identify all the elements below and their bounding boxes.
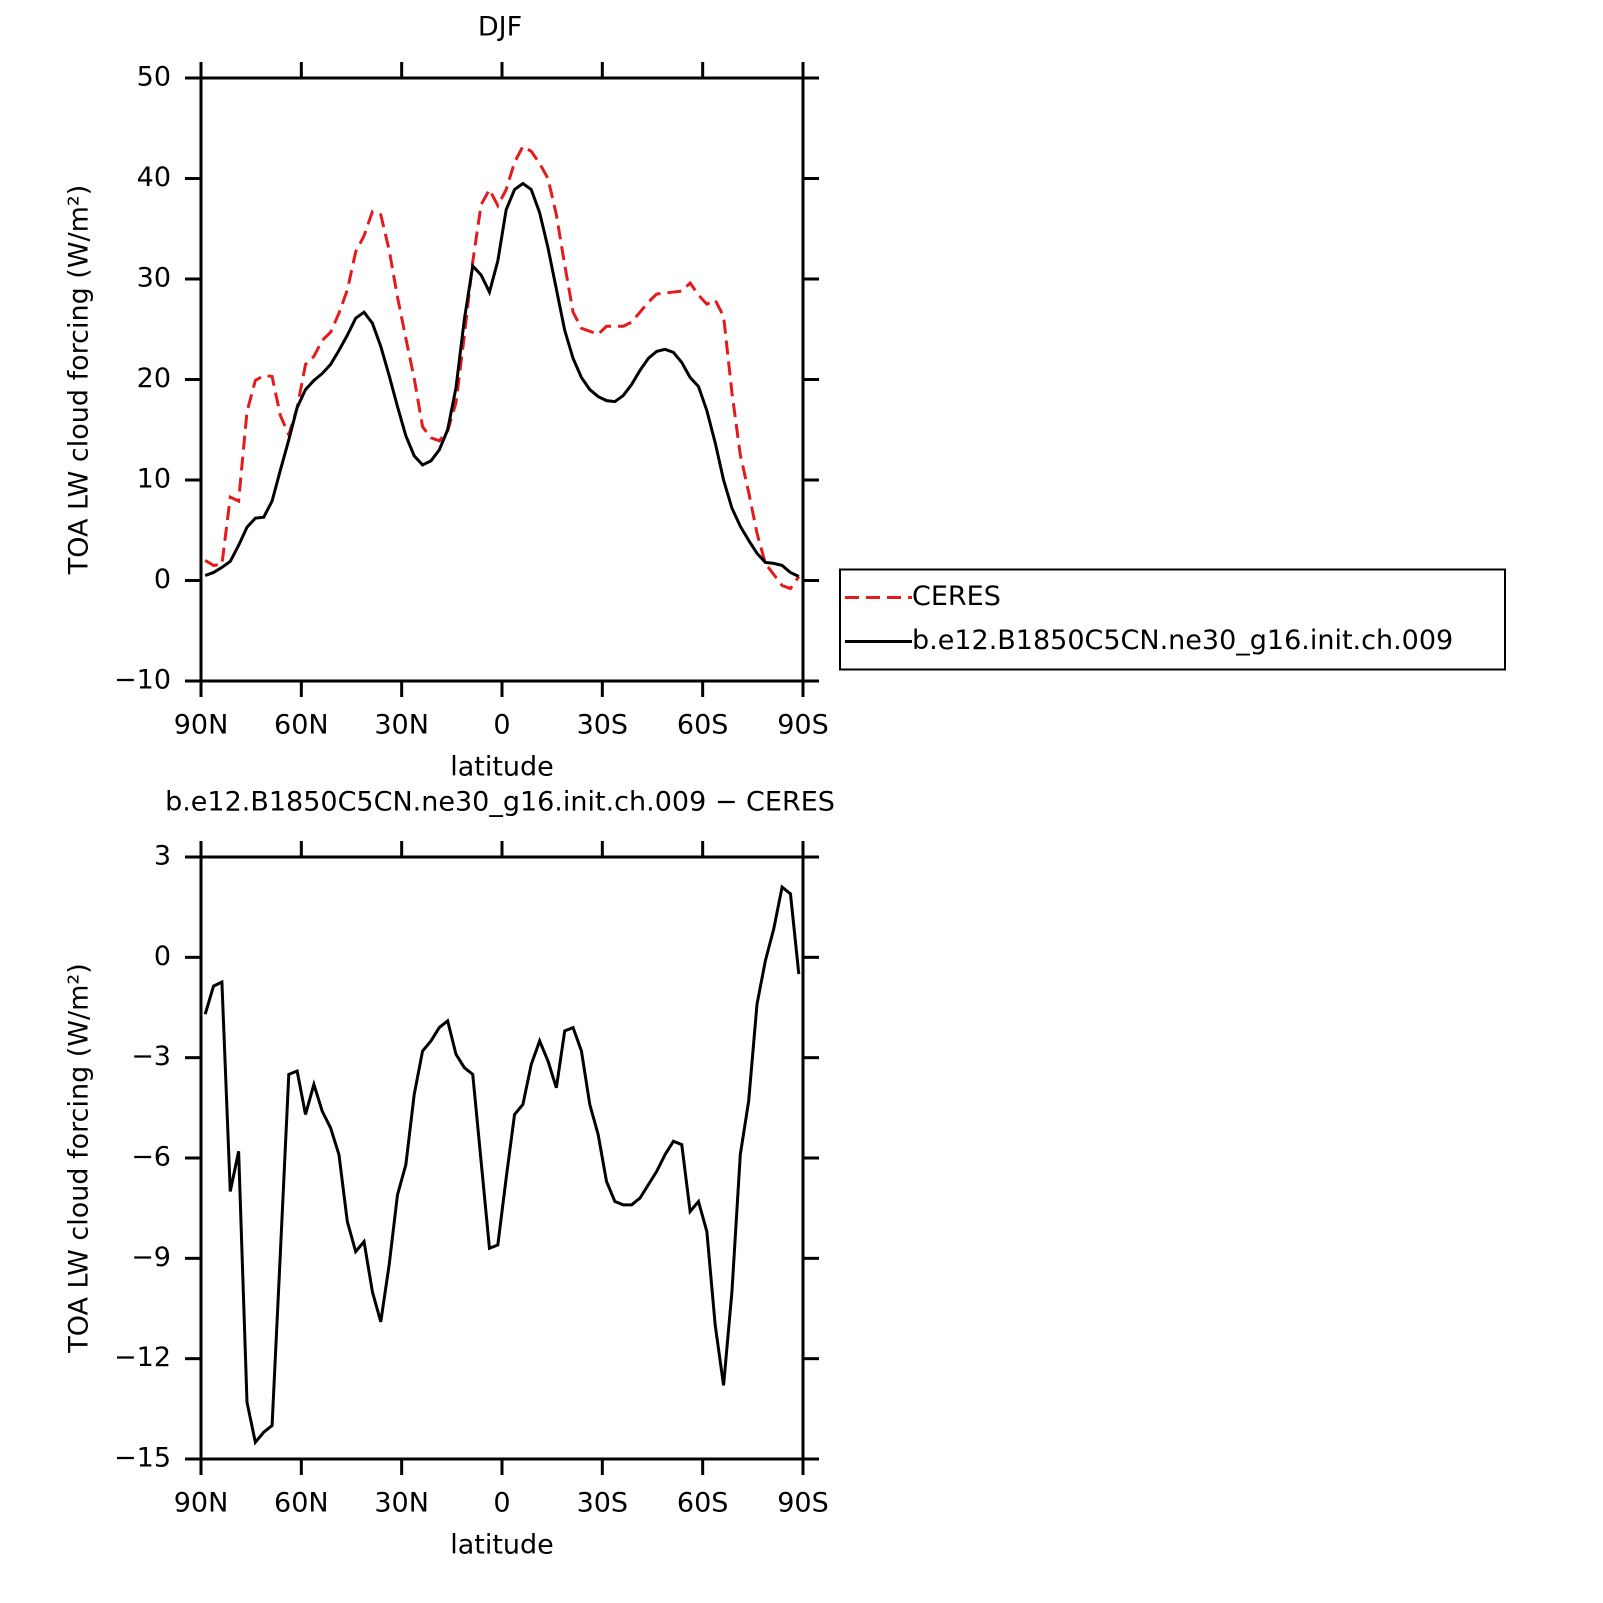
y-tick-label: −15	[114, 1443, 171, 1474]
series-line	[203, 884, 801, 1446]
x-axis-label: latitude	[450, 1530, 554, 1561]
x-tick-label: 60N	[274, 710, 329, 741]
x-tick-label: 0	[493, 710, 510, 741]
legend-label: CERES	[912, 581, 1001, 612]
chart-title: DJF	[478, 12, 522, 43]
x-tick-label: 60S	[677, 1488, 729, 1519]
y-tick-label: 3	[154, 841, 171, 872]
x-tick-label: 90N	[174, 1488, 229, 1519]
x-axis-label: latitude	[450, 752, 554, 783]
plot-frame	[199, 855, 805, 1461]
x-tick-label: 30N	[374, 710, 429, 741]
y-tick-label: 0	[154, 564, 171, 595]
x-tick-label: 90N	[174, 710, 229, 741]
x-tick-label: 60S	[677, 710, 729, 741]
plot-frame	[199, 76, 805, 683]
y-tick-label: 0	[154, 941, 171, 972]
chart-title: b.e12.B1850C5CN.ne30_g16.init.ch.009 − C…	[165, 787, 835, 818]
x-tick-label: 0	[493, 1488, 510, 1519]
series-line	[204, 144, 801, 591]
y-axis-label: TOA LW cloud forcing (W/m²)	[64, 185, 95, 576]
x-tick-label: 30S	[577, 710, 629, 741]
y-tick-label: −12	[114, 1342, 171, 1373]
y-tick-label: 40	[137, 162, 171, 193]
legend-box	[839, 568, 1506, 671]
y-tick-label: −10	[114, 665, 171, 696]
y-axis-label: TOA LW cloud forcing (W/m²)	[64, 963, 95, 1354]
x-tick-label: 30S	[577, 1488, 629, 1519]
y-tick-label: 50	[137, 62, 171, 93]
y-tick-label: 20	[137, 363, 171, 394]
x-tick-label: 60N	[274, 1488, 329, 1519]
x-tick-label: 90S	[777, 710, 829, 741]
x-tick-label: 90S	[777, 1488, 829, 1519]
y-tick-label: −6	[131, 1142, 171, 1173]
y-tick-label: 10	[137, 464, 171, 495]
legend: CERES b.e12.B1850C5CN.ne30_g16.init.ch.00…	[839, 568, 1506, 671]
legend-label: b.e12.B1850C5CN.ne30_g16.init.ch.009	[912, 625, 1453, 656]
series-line	[204, 181, 800, 578]
x-tick-label: 30N	[374, 1488, 429, 1519]
y-tick-label: 30	[137, 263, 171, 294]
y-tick-label: −9	[131, 1242, 171, 1273]
y-tick-label: −3	[131, 1041, 171, 1072]
